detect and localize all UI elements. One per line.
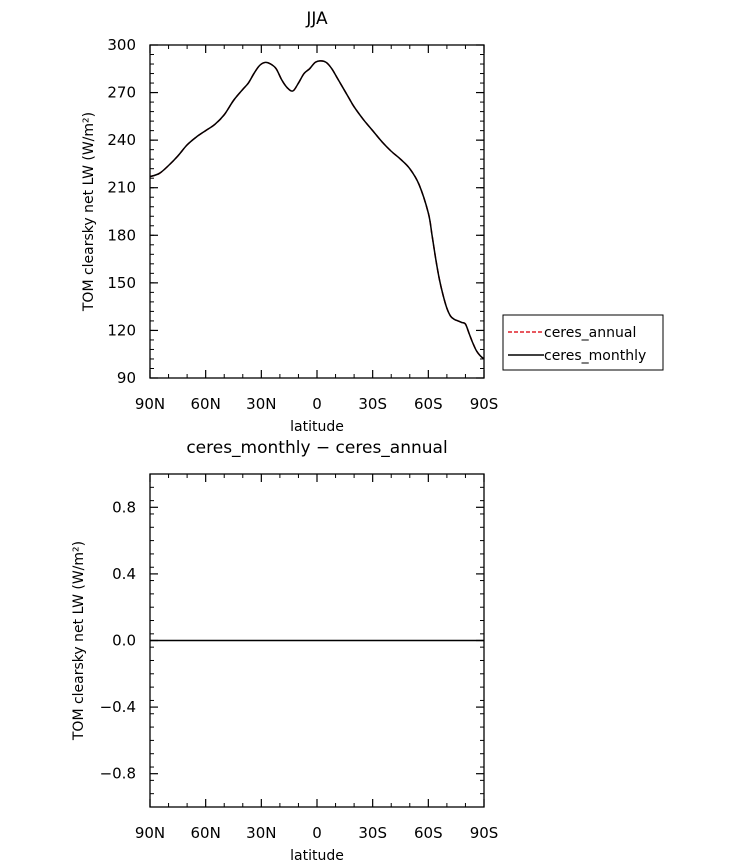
y-tick-label: 120 [107, 321, 136, 339]
top-panel-ylabel: TOM clearsky net LW (W/m²) [81, 112, 97, 312]
y-tick-label: 180 [107, 226, 136, 244]
x-tick-label: 0 [312, 824, 322, 842]
y-tick-label: 270 [107, 84, 136, 102]
legend-label-ceres-monthly: ceres_monthly [544, 348, 646, 364]
y-tick-label: 240 [107, 131, 136, 149]
y-tick-label: −0.8 [100, 765, 136, 783]
top-panel-series [149, 60, 485, 360]
y-tick-label: 0.0 [112, 632, 136, 650]
x-tick-label: 60S [414, 824, 443, 842]
top-plot-frame [149, 44, 485, 379]
x-tick-label: 30N [246, 395, 276, 413]
bottom-panel-xlabel: latitude [290, 848, 344, 864]
y-tick-label: 300 [107, 36, 136, 54]
bottom-panel-ticks: 90N 60N 30N 0 30S 60S 90S −0.8 −0.4 0.0 0.4 0.8 [100, 473, 499, 842]
y-tick-label: 150 [107, 274, 136, 292]
bottom-panel: 90N 60N 30N 0 30S 60S 90S −0.8 −0.4 0.0 0.4 0.8 cer… [71, 438, 498, 864]
x-tick-label: 30S [358, 395, 387, 413]
x-tick-label: 90N [135, 824, 165, 842]
bottom-panel-title: ceres_monthly − ceres_annual [186, 438, 447, 458]
x-tick-label: 60N [191, 824, 221, 842]
x-tick-label: 90S [470, 824, 499, 842]
series-line-ceres-annual [149, 60, 485, 360]
series-line-ceres-monthly [149, 60, 485, 360]
x-tick-label: 60N [191, 395, 221, 413]
x-tick-label: 30N [246, 824, 276, 842]
x-tick-label: 30S [358, 824, 387, 842]
y-tick-label: 210 [107, 179, 136, 197]
legend-box [502, 314, 664, 371]
y-tick-label: 90 [117, 369, 136, 387]
x-tick-label: 90S [470, 395, 499, 413]
y-tick-label: 0.4 [112, 565, 136, 583]
top-panel: 90N 60N 30N 0 30S 60S 90S 90 120 150 180 210 240 270 3… [81, 9, 498, 435]
y-tick-label: 0.8 [112, 498, 136, 516]
legend: ceres_annual ceres_monthly [502, 314, 664, 371]
top-panel-title: JJA [305, 9, 328, 29]
top-panel-ticks: 90N 60N 30N 0 30S 60S 90S 90 120 150 180 210 240 270 3… [107, 36, 498, 413]
x-tick-label: 60S [414, 395, 443, 413]
y-tick-label: −0.4 [100, 698, 136, 716]
legend-label-ceres-annual: ceres_annual [544, 325, 636, 341]
x-tick-label: 0 [312, 395, 322, 413]
x-tick-label: 90N [135, 395, 165, 413]
bottom-panel-ylabel: TOM clearsky net LW (W/m²) [71, 541, 87, 741]
top-panel-xlabel: latitude [290, 419, 344, 435]
